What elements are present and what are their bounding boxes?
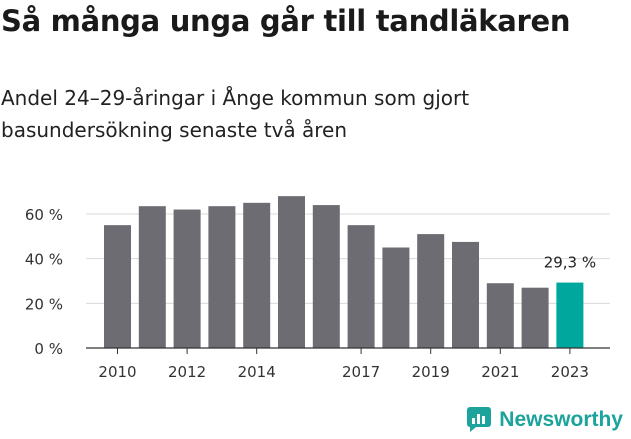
bar <box>452 241 479 348</box>
bar <box>208 206 236 348</box>
chart-title: Så många unga går till tandläkaren <box>1 4 571 38</box>
bar-chart: 0 % 20 % 40 % 60 % 2010 2012 2014 2017 2019 2021 2… <box>25 196 610 381</box>
x-tick-label: 2017 <box>342 363 380 381</box>
bar <box>278 196 305 348</box>
bar <box>243 202 271 348</box>
x-tick-label: 2023 <box>551 363 589 381</box>
bar <box>417 234 445 348</box>
bar <box>382 247 410 348</box>
bar <box>486 283 514 348</box>
bar <box>347 225 375 348</box>
y-tick-label: 20 % <box>25 295 63 313</box>
y-tick-label: 0 % <box>34 340 63 358</box>
bar <box>521 287 549 348</box>
y-tick-label: 60 % <box>25 206 63 224</box>
newsworthy-logo: Newsworthy <box>467 407 623 433</box>
x-tick-label: 2010 <box>98 363 136 381</box>
data-label: 29,3 % <box>544 254 596 272</box>
brand-name: Newsworthy <box>499 408 623 431</box>
bar <box>104 225 131 348</box>
x-tick-label: 2019 <box>412 363 450 381</box>
bar <box>138 206 166 348</box>
x-tick-label: 2014 <box>238 363 276 381</box>
newsworthy-icon <box>467 407 492 432</box>
bar-highlight <box>556 282 584 348</box>
y-tick-label: 40 % <box>25 251 63 269</box>
x-tick-label: 2021 <box>481 363 519 381</box>
chart-subtitle: Andel 24–29-åringar i Ånge kommun som gj… <box>1 86 470 142</box>
bar <box>312 205 340 348</box>
x-tick-label: 2012 <box>168 363 206 381</box>
bar <box>173 209 201 348</box>
